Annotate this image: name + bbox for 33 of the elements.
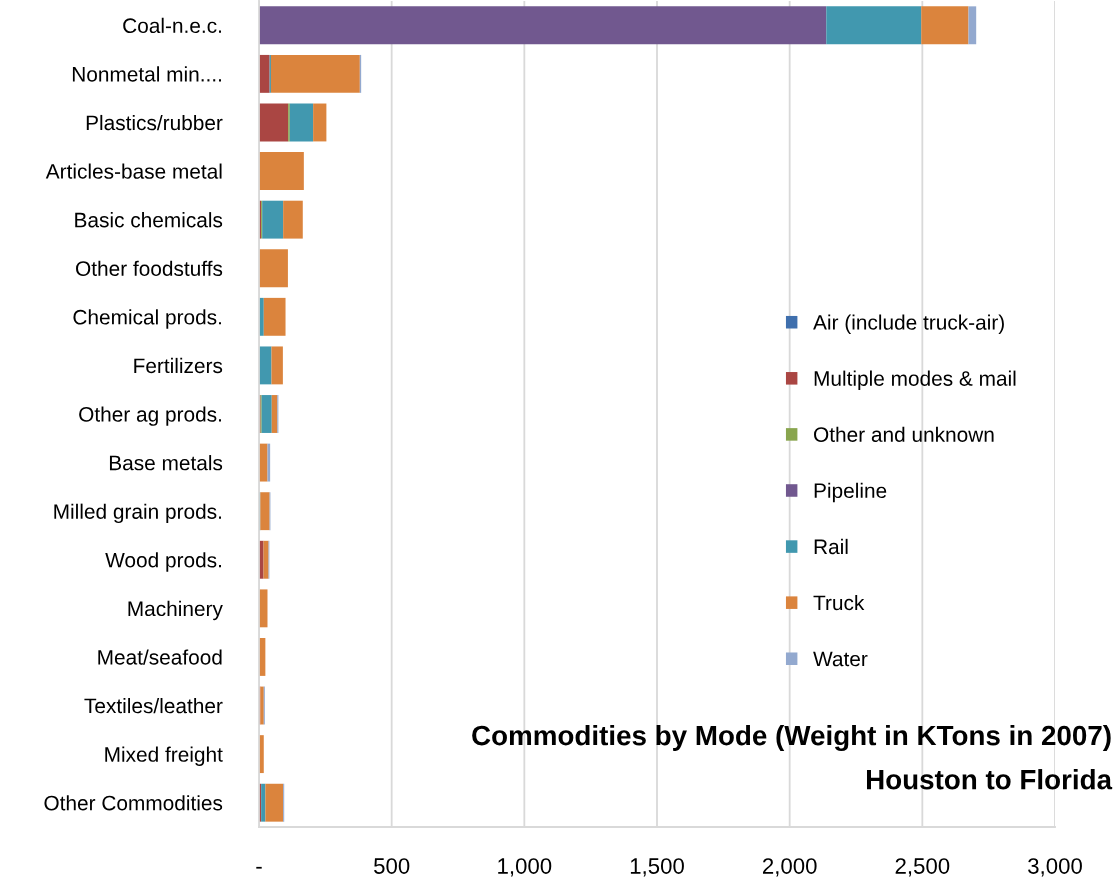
y-tick-label: Plastics/rubber: [86, 114, 223, 131]
y-tick-label: Meat/seafood: [98, 649, 222, 665]
legend-label: Truck: [813, 594, 865, 611]
y-tick-label: Mixed freight: [105, 746, 223, 766]
y-tick-label: Base metals: [109, 455, 223, 471]
y-tick-label: Other Commodities: [44, 795, 223, 811]
x-tick-label: 3,000: [1028, 858, 1082, 877]
y-tick-label: Other ag prods.: [79, 406, 221, 426]
y-tick-label: Articles-base metal: [45, 163, 222, 179]
legend-label: Pipeline: [814, 482, 887, 503]
x-tick-label: 2,000: [762, 858, 817, 877]
legend-label: Air (include truck-air): [813, 314, 1004, 334]
x-tick-label: 1,500: [630, 858, 684, 877]
legend-label: Other and unknown: [814, 426, 994, 442]
x-tick-label: -: [256, 866, 262, 869]
y-tick-label: Milled grain prods.: [54, 503, 221, 524]
y-tick-label: Other foodstuffs: [76, 260, 223, 276]
y-tick-label: Nonmetal min....: [72, 66, 221, 82]
legend-label: Water: [813, 651, 868, 667]
y-tick-label: Coal-n.e.c.: [123, 17, 221, 34]
y-tick-label: Basic chemicals: [75, 212, 223, 228]
text: Commodities by Mode (Weight in KTons in 2007): [472, 724, 1111, 752]
y-tick-label: Machinery: [128, 600, 223, 621]
legend-label: Multiple modes & mail: [814, 370, 1016, 391]
legend-label: Rail: [814, 538, 848, 555]
x-tick-label: 1,000: [498, 858, 552, 877]
y-tick-label: Textiles/leather: [84, 697, 223, 714]
y-tick-label: Wood prods.: [105, 552, 221, 572]
y-tick-label: Chemical prods.: [73, 309, 221, 329]
text: Houston to Florida: [867, 769, 1113, 790]
y-tick-label: Fertilizers: [134, 357, 223, 374]
x-tick-label: 500: [374, 858, 410, 874]
x-tick-label: 2,500: [895, 858, 950, 877]
